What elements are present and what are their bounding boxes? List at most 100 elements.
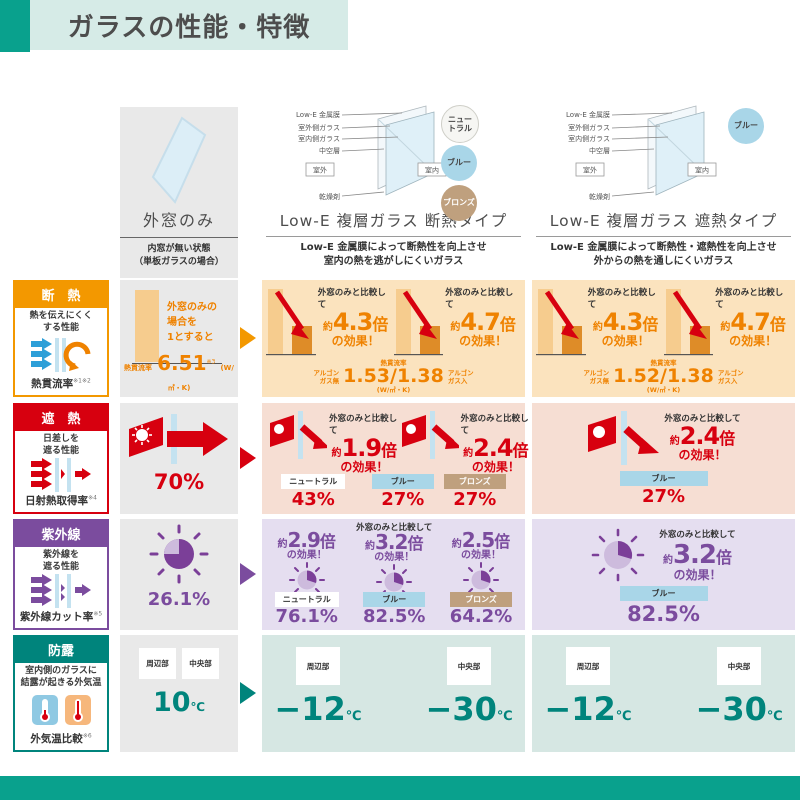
temp-number: 10 [152, 687, 191, 718]
argon-without-label: アルゴン ガス無 [313, 368, 340, 386]
percent-value: 82.5% [627, 602, 700, 627]
condensation-base-cell: 周辺部 中央部 10℃ [120, 635, 238, 752]
color-dot-blue: ブルー [728, 108, 764, 144]
center-chip: 中央部 [182, 648, 219, 679]
times-suffix: 倍 [372, 315, 389, 334]
thermometer-icons [31, 689, 91, 731]
times-value: 2.5 [461, 528, 495, 553]
uv-insulation-cell: 約 2.9 倍 の効果！ ニュートラル 76.1% 外窓のみと比較して [262, 519, 525, 630]
times-value: 1.9 [341, 434, 383, 462]
approx-text: 約 [450, 322, 461, 333]
header-title-band: ガラスの性能・特徴 [30, 0, 348, 50]
temp-number: −30 [425, 690, 497, 728]
approx-text: 約 [720, 322, 731, 333]
bar-drop-chart-icon [536, 289, 586, 356]
solar-base-cell: 70% [120, 403, 238, 514]
row-solar-metric: 日射熱取得率※4 [25, 493, 97, 508]
divider [266, 236, 521, 237]
chip-value: ブルー 27% [619, 471, 708, 508]
times-value: 4.3 [602, 308, 644, 336]
temp-number: −12 [544, 690, 616, 728]
times-suffix: 倍 [319, 532, 336, 552]
insulation-column-title: Low-E 複層ガラス 断熱タイプ [279, 212, 508, 230]
metric-text: 熱貫流率 [380, 359, 407, 368]
times-suffix: 倍 [642, 315, 659, 334]
row-solar-desc: 日差しを 遮る性能 [42, 434, 79, 456]
effect-text: の効果！ [601, 334, 650, 348]
center-chip: 中央部 [717, 647, 762, 685]
double-glazing-diagram: Low-E 金属膜 室外側ガラス 室内側ガラス 中空層 室外 室内 乾燥剤 [566, 105, 717, 201]
percent-value: 27% [641, 486, 686, 508]
u-value: 6.51 [157, 351, 207, 375]
temperature-block: 中央部 −30℃ [696, 647, 783, 725]
comparison-block: 外窓のみと比較して 約 4.7 倍 の効果！ [393, 285, 522, 360]
metric-text: 熱貫流率 [650, 359, 677, 368]
diagram-label-inner-glass: 室内側ガラス [298, 134, 340, 143]
thermal-base-cell: 外窓のみの 場合を 1とすると 熱貫流率 6.51※3 (W/㎡・K) [120, 280, 238, 397]
base-note: 外窓のみの 場合を 1とすると [167, 302, 217, 343]
row-solar-name: 遮 熱 [15, 405, 107, 431]
approx-text: 約 [463, 448, 474, 459]
comparison-block: 外窓のみと比較して 約 3.2 倍 の効果！ [532, 519, 795, 582]
blue-chip: ブルー [371, 474, 434, 490]
compare-text: 外窓のみと比較して [587, 288, 656, 310]
times-value: 3.2 [672, 540, 717, 570]
effect-text: の効果！ [459, 334, 508, 348]
value-footnote: ※3 [206, 358, 216, 366]
comparison-row: 約 2.9 倍 の効果！ ニュートラル 76.1% 外窓のみと比較して [262, 519, 525, 630]
u-value-spec: アルゴン ガス無 熱貫流率 1.53/1.38 (W/㎡・K) アルゴン ガス入 [266, 360, 521, 394]
comparison-block: 外窓のみと比較して 約 1.9 倍 の効果！ [268, 411, 400, 474]
page-title: ガラスの性能・特徴 [67, 12, 311, 43]
effect-text: の効果！ [286, 550, 327, 562]
effect-text: の効果！ [374, 552, 415, 563]
edge-chip: 周辺部 [565, 647, 610, 685]
diagram-label-metal-film: Low-E 金属膜 [566, 110, 610, 119]
diagram-label-air-layer: 中空層 [319, 146, 340, 155]
approx-text: 約 [451, 539, 462, 551]
edge-chip: 周辺部 [139, 648, 176, 679]
times-suffix: 倍 [716, 548, 733, 567]
compare-text: 外窓のみと比較して [715, 288, 784, 310]
u-value-unit: (W/㎡・K) [376, 386, 411, 395]
times-suffix: 倍 [381, 441, 398, 460]
temp-unit: ℃ [615, 709, 632, 724]
row-thermal-metric: 熱貫流率※1※2 [31, 376, 91, 391]
row-solar-label: 遮 熱 日差しを 遮る性能 日射熱取得率※4 [13, 403, 109, 514]
color-dot-bronze: ブロンズ [441, 185, 477, 221]
chip-value: ブルー 27% [371, 474, 434, 511]
sun-pie-icon [149, 524, 209, 584]
blue-chip: ブルー [619, 586, 708, 602]
metric-text: 日射熱取得率 [25, 495, 89, 508]
temperature-value: −30℃ [426, 693, 513, 725]
solar-base-value: 70% [153, 470, 205, 494]
approx-text: 約 [331, 448, 342, 459]
times-value: 2.4 [473, 434, 514, 462]
flow-arrow-icon [240, 682, 256, 704]
thermal-shielding-cell: 外窓のみと比較して 約 4.3 倍 の効果！ 外窓のみと比較して 約 4.7 倍 の効果… [532, 280, 795, 397]
column-header-base: 外窓のみ 内窓が無い状態 （単板ガラスの場合） [120, 107, 238, 278]
double-glazing-diagram: Low-E 金属膜 室外側ガラス 室内側ガラス 中空層 室外 室内 乾燥剤 [296, 105, 447, 201]
comparison-block: 外窓のみと比較して 約 3.2 倍 の効果！ ブルー 82.5% [356, 521, 432, 628]
effect-text: の効果！ [340, 460, 389, 474]
flow-arrow-icon [240, 447, 256, 469]
sunlight-block-icon [29, 457, 93, 493]
flow-arrow-icon [240, 327, 256, 349]
bar-drop-chart-icon [393, 289, 444, 356]
u-values: 1.53/1.38 [343, 365, 444, 388]
effect-text: の効果！ [471, 460, 520, 474]
comparison-block: 外窓のみと比較して 約 2.4 倍 の効果！ [400, 411, 532, 474]
times-suffix: 倍 [499, 315, 516, 334]
diagram-label-desiccant: 乾燥剤 [319, 192, 340, 201]
times-value: 2.9 [287, 528, 320, 553]
diagram-label-inner-glass: 室内側ガラス [568, 134, 610, 143]
times-value: 3.2 [375, 530, 408, 554]
temp-unit: ℃ [190, 700, 206, 714]
footer-bar [0, 776, 800, 800]
times-value: 4.7 [460, 308, 501, 336]
base-column-title: 外窓のみ [142, 211, 215, 230]
base-column-caption: 内窓が無い状態 （単板ガラスの場合） [134, 244, 224, 268]
compare-text: 外窓のみと比較して [317, 288, 386, 310]
sun-deflect-icon [401, 411, 459, 459]
warm-thermometer-icon [64, 695, 91, 726]
